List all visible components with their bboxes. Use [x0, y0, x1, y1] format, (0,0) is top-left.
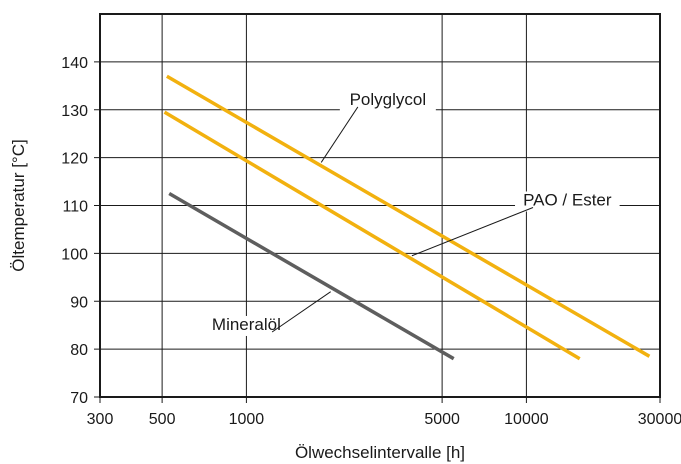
annotation-pointer — [320, 106, 359, 163]
y-tick-label: 100 — [61, 246, 88, 263]
y-tick-labels: 70 80 90 100 110 120 130 140 — [61, 55, 100, 407]
annotation-label: Mineralöl — [212, 315, 281, 334]
series-line-polyglycol — [166, 74, 651, 358]
y-tick-label: 140 — [61, 55, 88, 72]
series-line-mineral-l — [168, 192, 455, 361]
annotation-background — [202, 315, 291, 336]
annotation-label: PAO / Ester — [523, 191, 612, 210]
x-tick-label: 30000 — [638, 411, 681, 428]
y-tick-label: 120 — [61, 151, 88, 168]
annotation-pointer — [411, 207, 534, 257]
annotation-background — [339, 90, 436, 111]
y-axis-title: Öltemperatur [°C] — [9, 139, 28, 271]
x-tick-label: 10000 — [504, 411, 549, 428]
annotation-mineral-l: Mineralöl — [202, 291, 331, 336]
y-tick-label: 70 — [70, 390, 88, 407]
annotation-pointer — [271, 291, 331, 333]
x-tick-label: 500 — [149, 411, 176, 428]
annotation-background — [515, 191, 620, 212]
y-tick-label: 90 — [70, 294, 88, 311]
x-tick-label: 300 — [87, 411, 114, 428]
x-tick-label: 1000 — [229, 411, 265, 428]
annotations: Polyglycol PAO / Ester Mineralöl — [202, 90, 620, 336]
y-tick-label: 80 — [70, 342, 88, 359]
annotation-polyglycol: Polyglycol — [320, 90, 436, 163]
x-tick-label: 5000 — [424, 411, 460, 428]
y-tick-label: 110 — [62, 199, 88, 216]
series-line-pao-ester — [163, 110, 581, 361]
grid — [100, 14, 660, 397]
annotation-pao-ester: PAO / Ester — [411, 191, 620, 257]
y-tick-label: 130 — [61, 103, 88, 120]
series-lines — [163, 74, 651, 361]
x-tick-labels: 300 500 1000 5000 10000 30000 — [87, 397, 681, 428]
x-axis-title: Ölwechselintervalle [h] — [295, 443, 465, 462]
annotation-label: Polyglycol — [350, 90, 427, 109]
